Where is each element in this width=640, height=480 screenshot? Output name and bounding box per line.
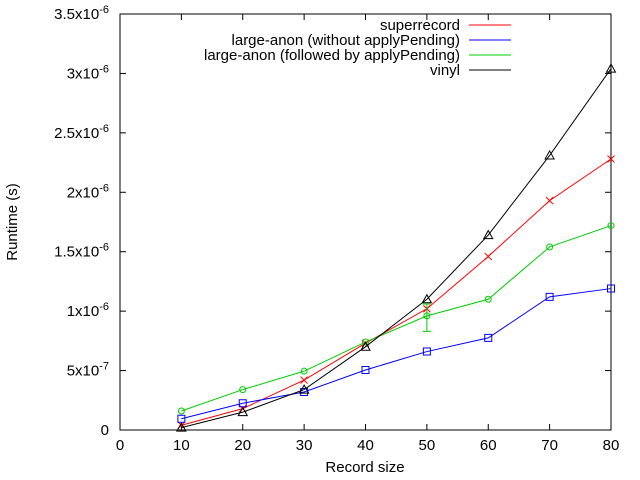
data-point: [607, 222, 615, 230]
data-point: [607, 155, 615, 163]
series-3: [176, 63, 617, 432]
data-point: [546, 243, 554, 251]
y-tick-label: 2x10-6: [67, 182, 109, 201]
series-line: [181, 68, 612, 429]
x-tick-label: 30: [296, 437, 313, 454]
data-point: [239, 386, 247, 394]
data-point: [298, 384, 310, 394]
data-point: [177, 414, 186, 423]
y-tick-label: 3x10-6: [67, 63, 109, 82]
data-point: [361, 365, 370, 374]
y-tick-label: 1x10-6: [67, 301, 109, 320]
tick-labels: 0 10 20 30 40 50 60 70 80 0 5x10-7 1x10-6 1.5x10-6 2x…: [54, 4, 619, 454]
y-tick-label: 2.5x10-6: [54, 123, 109, 142]
y-tick-label: 5x10-7: [67, 361, 109, 380]
x-tick-label: 0: [116, 437, 124, 454]
series-2: [177, 222, 615, 415]
data-point: [421, 293, 433, 304]
x-tick-label: 80: [603, 437, 620, 454]
data-point: [484, 333, 493, 342]
data-point: [237, 406, 249, 417]
data-point: [545, 196, 554, 205]
series-1: [177, 284, 615, 423]
x-tick-label: 50: [419, 437, 436, 454]
series-layer: [176, 63, 617, 432]
x-tick-label: 70: [541, 437, 558, 454]
series-line: [181, 225, 612, 412]
data-point: [484, 295, 492, 303]
data-point: [605, 63, 617, 73]
y-tick-label: 0: [101, 422, 109, 439]
legend-label: large-anon (without applyPending): [232, 32, 460, 49]
data-point: [300, 367, 308, 375]
data-point: [544, 149, 555, 160]
x-tick-label: 40: [357, 437, 374, 454]
legend-label: large-anon (followed by applyPending): [204, 47, 460, 64]
series-0: [177, 155, 615, 430]
series-line: [181, 288, 612, 420]
axes: [119, 13, 612, 431]
x-axis-title: Record size: [325, 459, 404, 476]
data-point: [360, 341, 371, 351]
data-point: [423, 312, 431, 320]
y-axis-title: Runtime (s): [4, 183, 21, 261]
x-tick-label: 10: [173, 437, 190, 454]
y-tick-label: 1.5x10-6: [54, 242, 109, 261]
data-point: [484, 252, 493, 261]
y-tick-label: 3.5x10-6: [54, 4, 109, 23]
data-point: [238, 399, 247, 408]
legend-label: vinyl: [430, 62, 460, 79]
x-tick-label: 60: [480, 437, 497, 454]
data-point: [362, 338, 369, 346]
data-point: [177, 407, 185, 415]
data-point: [300, 376, 308, 384]
data-point: [545, 292, 554, 301]
data-point: [422, 347, 431, 356]
data-point: [607, 284, 615, 293]
x-tick-label: 20: [234, 437, 251, 454]
data-point: [482, 229, 494, 240]
data-point: [176, 422, 187, 432]
series-line: [181, 158, 612, 426]
legend-label: superrecord: [380, 17, 460, 34]
plot-border: [119, 13, 612, 431]
